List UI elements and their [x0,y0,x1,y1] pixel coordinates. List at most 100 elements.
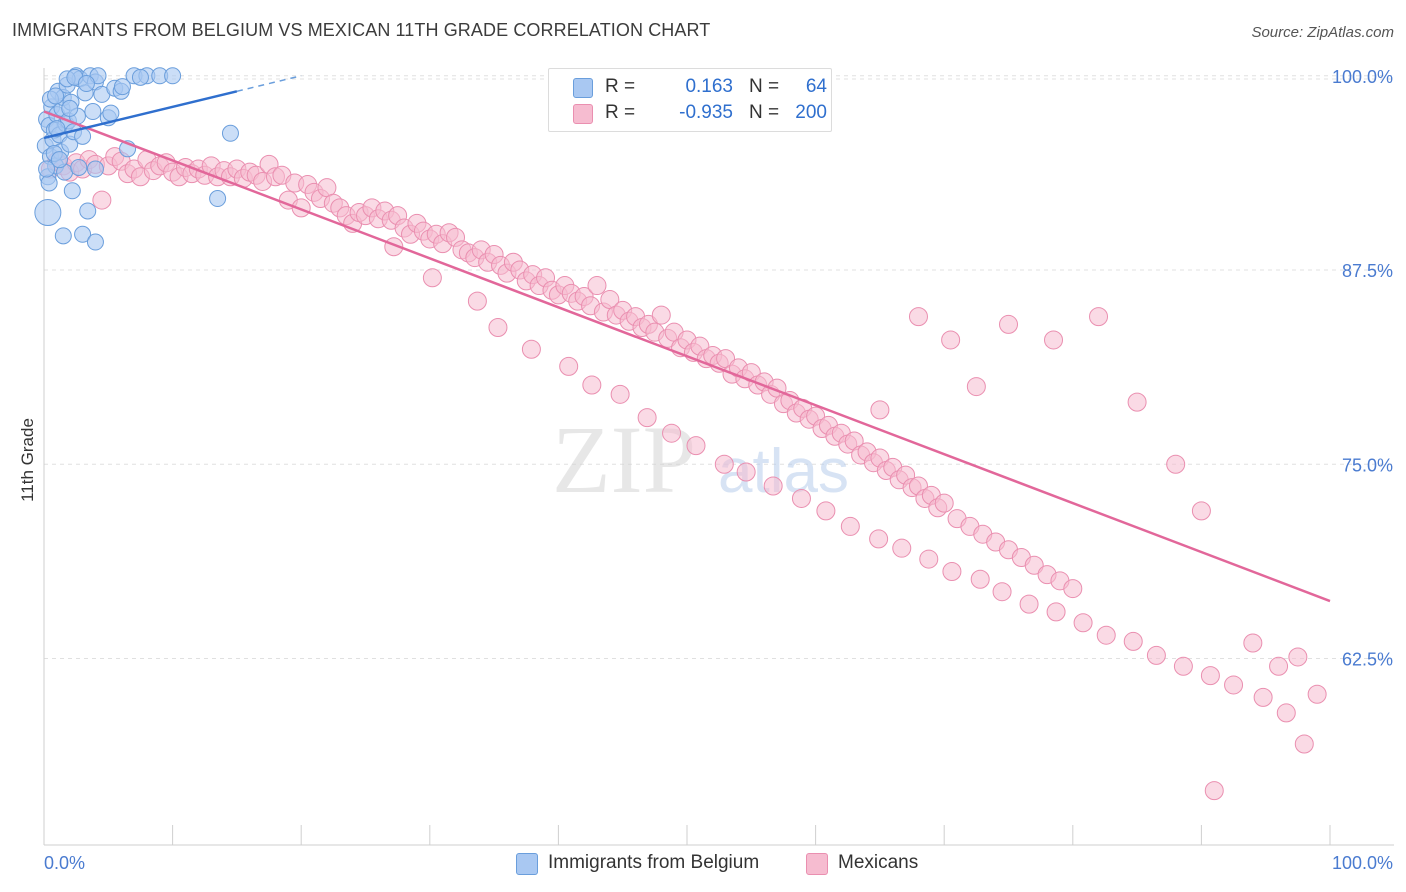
mexicans-point [1243,633,1263,653]
belgium-point [79,202,97,220]
source-label: Source: ZipAtlas.com [1251,24,1394,41]
mexicans-point [651,305,671,325]
legend-n-label: N = [749,76,780,97]
mexicans-point [1024,555,1044,575]
belgium-point [63,182,81,200]
mexicans-point [1276,703,1296,723]
mexicans-point [892,538,912,558]
mexicans-point [662,423,682,443]
mexicans-point [1204,781,1224,801]
belgium-point [86,233,104,251]
belgium-trend-line [43,90,238,140]
mexicans-point [919,549,939,569]
y-tick-label: 87.5% [1342,261,1393,281]
belgium-point [50,151,68,169]
mexicans-point [582,375,602,395]
mexicans-point [1253,687,1273,707]
y-axis-label: 11th Grade [18,418,37,502]
trend-lines [43,75,1331,603]
mexicans-point [992,582,1012,602]
mexicans-point [637,408,657,428]
belgium-point [131,68,149,86]
x-tick-label-max: 100.0% [1332,853,1393,873]
mexicans-point [92,190,112,210]
mexicans-point [1307,684,1327,704]
mexicans-point [686,436,706,456]
mexicans-point [587,276,607,296]
mexicans-point [941,330,961,350]
mexicans-point [1089,307,1109,327]
mexicans-point [869,529,889,549]
mexicans-point [1096,625,1116,645]
belgium-point [102,104,120,122]
legend-n-value: 200 [795,102,827,123]
mexicans-point [816,501,836,521]
mexicans-point [942,561,962,581]
mexicans-point [1044,330,1064,350]
mexicans-point [1127,392,1147,412]
mexicans-point [1073,613,1093,633]
mexicans-point [1224,675,1244,695]
belgium-point [40,174,58,192]
mexicans-point [1046,602,1066,622]
legend-r-value: -0.935 [679,102,733,123]
mexicans-point [934,493,954,513]
mexicans-point [1019,594,1039,614]
mexicans-point [610,384,630,404]
mexicans-point [840,516,860,536]
mexicans-point [467,291,487,311]
belgium-point [113,78,131,96]
mexicans-point [1269,656,1289,676]
mexicans-point [1173,656,1193,676]
mexicans-point [1288,647,1308,667]
belgium-point [38,160,56,178]
watermark-zip: ZIP [552,406,696,513]
belgium-point [221,124,239,142]
belgium-point [84,103,102,121]
y-tick-label: 62.5% [1342,650,1393,670]
belgium-point [74,225,92,243]
mexicans-point [791,488,811,508]
mexicans-point [870,400,890,420]
mexicans-point [736,462,756,482]
correlation-legend: R = 0.163 N = 64 R = -0.935 N = 200 [548,68,832,132]
belgium-point [47,87,65,105]
bottom-legend-swatch-mexicans [806,853,828,875]
mexicans-point [559,356,579,376]
belgium-point [77,75,95,93]
legend-r-label: R = [605,76,636,97]
legend-r-value: 0.163 [685,76,733,97]
mexicans-trend-line [43,110,1331,603]
mexicans-point [1166,454,1186,474]
mexicans-point [1191,501,1211,521]
mexicans-point [908,307,928,327]
chart-title: IMMIGRANTS FROM BELGIUM VS MEXICAN 11TH … [12,20,711,40]
belgium-point [209,190,227,208]
bottom-legend-label-mexicans: Mexicans [838,852,919,873]
mexicans-point [714,454,734,474]
legend-r-label: R = [605,102,636,123]
belgium-point [70,158,88,176]
axes [43,68,1394,846]
legend-swatch-mexicans [573,104,593,124]
belgium-point [86,160,104,178]
legend-n-label: N = [749,102,780,123]
mexicans-point [1200,666,1220,686]
mexicans-points [40,147,1327,801]
mexicans-point [422,268,442,288]
belgium-point [164,67,182,85]
mexicans-point [488,318,508,338]
belgium-point [34,199,62,227]
belgium-point [54,227,72,245]
mexicans-point [999,314,1018,334]
mexicans-point [970,569,990,589]
y-tick-label: 75.0% [1342,455,1393,475]
mexicans-point [1146,645,1166,665]
mexicans-point [1063,579,1083,599]
mexicans-point [966,377,986,397]
x-tick-labels: 0.0% 100.0% [44,853,1393,873]
belgium-trend-extension [236,75,302,93]
mexicans-point [1294,734,1314,754]
mexicans-point [521,339,541,359]
